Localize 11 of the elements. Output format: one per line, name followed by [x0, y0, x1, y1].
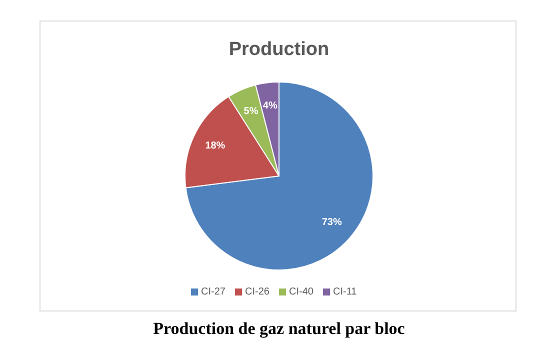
legend-label: CI-27 — [201, 286, 226, 298]
text: Production de gaz naturel par bloc — [153, 319, 406, 338]
data-label: 4% — [262, 100, 278, 112]
legend-label: CI-11 — [333, 286, 358, 298]
data-label: 5% — [244, 106, 258, 117]
pie-slice — [185, 82, 374, 270]
legend-label: CI-26 — [245, 286, 270, 298]
legend-label: CI-40 — [289, 286, 314, 298]
data-label: 18% — [205, 140, 226, 152]
chart-title: Production — [228, 39, 330, 60]
data-label: 73% — [322, 217, 342, 228]
